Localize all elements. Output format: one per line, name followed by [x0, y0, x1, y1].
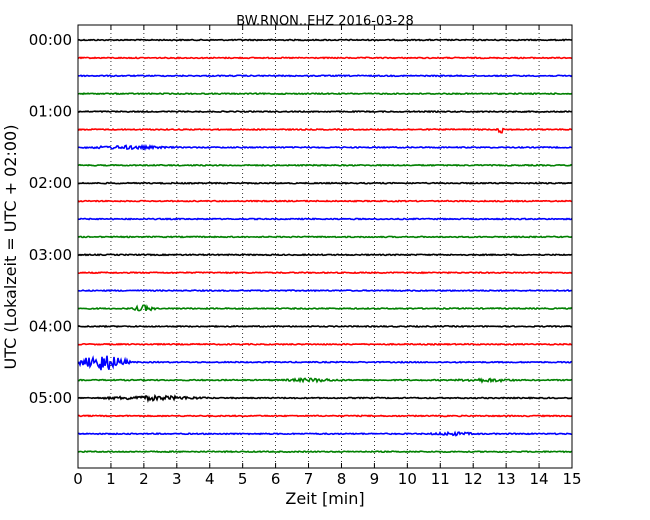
x-tick-label: 8: [337, 470, 347, 488]
trace-0100: [77, 109, 573, 114]
x-tick-label: 1: [106, 470, 116, 488]
trace-0215: [77, 199, 573, 203]
trace-0400: [77, 324, 573, 329]
trace-0445: [77, 377, 573, 384]
y-tick-label: 05:00: [29, 389, 72, 407]
trace-0545: [77, 450, 573, 454]
trace-0145: [77, 163, 573, 167]
trace-0415: [77, 342, 573, 346]
trace-0330: [77, 288, 573, 293]
trace-0015: [77, 56, 573, 60]
grid: [110, 25, 540, 468]
x-tick-label: 0: [73, 470, 83, 488]
y-tick-label: 02:00: [29, 174, 72, 192]
trace-0245: [77, 235, 573, 239]
x-tick-label: 11: [431, 470, 450, 488]
trace-0530: [77, 430, 573, 437]
trace-0500: [77, 393, 573, 403]
x-tick-label: 15: [562, 470, 581, 488]
y-tick-label: 00:00: [29, 31, 72, 49]
trace-0315: [77, 271, 573, 275]
y-axis-ticks: 00:00 01:00 02:00 03:00 04:00 05:00: [29, 31, 572, 407]
y-tick-label: 04:00: [29, 317, 72, 335]
y-tick-label: 03:00: [29, 246, 72, 264]
x-tick-label: 4: [205, 470, 215, 488]
x-tick-label: 14: [530, 470, 549, 488]
trace-0300: [77, 253, 573, 257]
x-tick-label: 5: [238, 470, 248, 488]
trace-0200: [77, 181, 573, 185]
chart-title: BW.RNON..EHZ 2016-03-28: [236, 14, 414, 29]
x-tick-label: 7: [304, 470, 314, 488]
x-tick-label: 13: [497, 470, 516, 488]
traces: [77, 38, 573, 454]
trace-0515: [77, 414, 573, 418]
x-axis-label: Zeit [min]: [285, 489, 364, 508]
trace-0115: [77, 127, 573, 134]
trace-0230: [77, 217, 573, 221]
trace-0345: [77, 304, 573, 312]
y-axis-label: UTC (Lokalzeit = UTC + 02:00): [1, 125, 20, 370]
trace-0045: [77, 92, 573, 96]
plot-frame: [77, 24, 573, 469]
x-tick-label: 12: [464, 470, 483, 488]
x-tick-label: 2: [139, 470, 149, 488]
x-tick-label: 6: [271, 470, 281, 488]
x-tick-label: 10: [398, 470, 417, 488]
trace-0430: [77, 355, 573, 371]
x-tick-label: 3: [172, 470, 182, 488]
x-tick-label: 9: [370, 470, 380, 488]
trace-0030: [77, 74, 573, 78]
y-tick-label: 01:00: [29, 103, 72, 121]
trace-0130: [77, 143, 572, 151]
x-axis-ticks: 0 1 2 3 4 5 6 7 8 9 10 11 12 13 14 15: [73, 25, 582, 488]
trace-0000: [77, 38, 573, 42]
